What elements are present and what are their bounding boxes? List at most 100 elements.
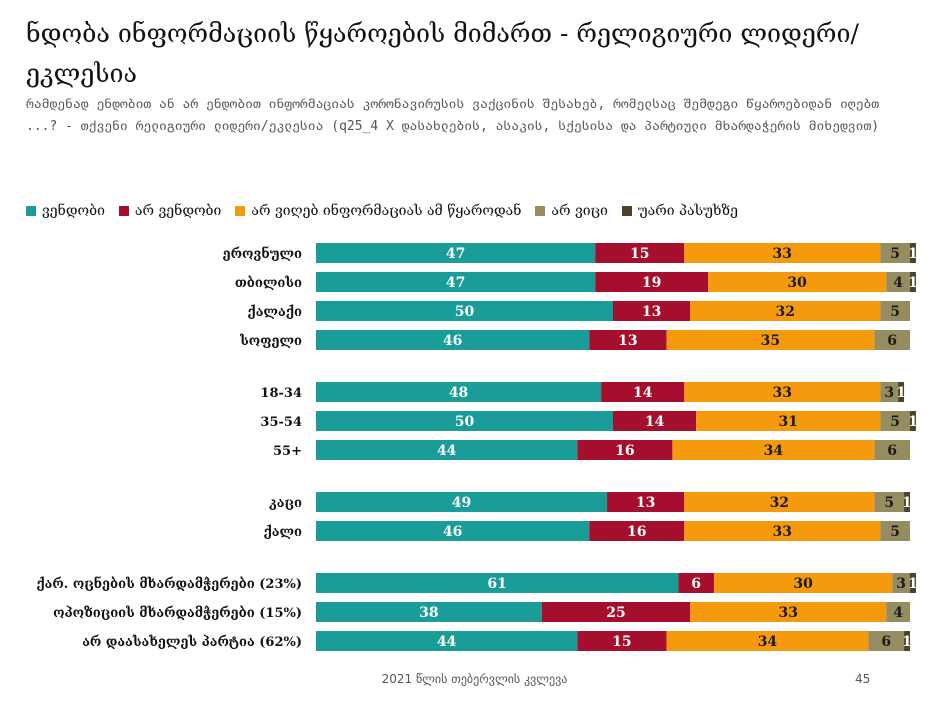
- legend-swatch: [26, 206, 36, 216]
- legend-item: უარი პასუხზე: [621, 203, 738, 219]
- data-label: 19: [642, 275, 661, 291]
- category-label: ქარ. ოცნების მხარდამჭერები (23%): [36, 576, 302, 592]
- page-number: 45: [855, 672, 871, 686]
- bar-segment: [696, 411, 881, 431]
- data-label: 6: [887, 443, 897, 459]
- bar-segment: [316, 492, 608, 512]
- data-label: 44: [437, 443, 457, 459]
- bar-segment: [910, 243, 916, 263]
- bar-segment: [880, 301, 910, 321]
- footer-text: 2021 წლის თებერვლის კვლევა: [381, 672, 568, 686]
- bar-segment: [880, 411, 910, 431]
- category-label: არ დაასახელეს პარტია (62%): [82, 635, 302, 650]
- category-label: 35-54: [260, 415, 302, 430]
- data-label: 3: [884, 385, 894, 401]
- data-label: 1: [896, 385, 906, 401]
- data-label: 13: [636, 495, 655, 511]
- legend-swatch: [535, 206, 546, 216]
- data-label: 50: [455, 414, 475, 430]
- category-label: ქალაქი: [247, 305, 302, 320]
- bar-segment: [613, 301, 691, 321]
- bar-segment: [678, 573, 714, 593]
- bar-segment: [910, 411, 916, 431]
- data-label: 31: [778, 414, 797, 430]
- category-label: 55+: [273, 444, 302, 459]
- bar-segment: [880, 521, 910, 541]
- data-label: 14: [645, 414, 665, 430]
- category-label: ქალი: [263, 525, 302, 540]
- bar-segment: [595, 243, 685, 263]
- data-label: 1: [908, 414, 918, 430]
- bar-segment: [666, 330, 875, 350]
- bar-segment: [316, 440, 578, 460]
- category-label: სოფელი: [239, 334, 302, 349]
- legend-label: არ ვიცი: [551, 203, 608, 219]
- data-label: 13: [618, 333, 637, 349]
- legend-label: უარი პასუხზე: [637, 203, 738, 219]
- bar-segment: [684, 521, 881, 541]
- bar-segment: [904, 631, 910, 651]
- bar-segment: [316, 243, 596, 263]
- data-label: 33: [773, 246, 792, 262]
- data-label: 1: [908, 275, 918, 291]
- data-label: 6: [691, 576, 701, 592]
- data-label: 48: [449, 385, 468, 401]
- legend-label: არ ვენდობი: [134, 203, 222, 219]
- bar-segment: [589, 330, 667, 350]
- data-label: 38: [419, 605, 438, 621]
- data-label: 47: [446, 246, 465, 262]
- bar-segment: [601, 382, 685, 402]
- bar-segment: [613, 411, 697, 431]
- bar-segment: [316, 330, 590, 350]
- bar-segment: [898, 382, 905, 402]
- bar-segment: [874, 330, 910, 350]
- bar-segment: [316, 272, 596, 292]
- bar-segment: [880, 243, 910, 263]
- bar-segment: [316, 521, 590, 541]
- data-label: 16: [615, 443, 634, 459]
- bar-segment: [684, 382, 881, 402]
- legend-swatch: [235, 206, 246, 216]
- data-label: 5: [890, 414, 900, 430]
- bar-segment: [874, 492, 905, 512]
- data-label: 46: [443, 524, 462, 540]
- slide-title: ნდობა ინფორმაციის წყაროების მიმართ - რელ…: [26, 19, 859, 88]
- category-label: ეროვნული: [223, 246, 302, 262]
- legend-label: ვენდობი: [42, 203, 105, 219]
- bar-segment: [316, 573, 679, 593]
- bar-segment: [886, 272, 910, 292]
- bar-segment: [595, 272, 709, 292]
- bar-segment: [541, 602, 691, 622]
- bar-segment: [684, 243, 881, 263]
- category-label: კაცი: [269, 496, 302, 511]
- bar-segment: [666, 631, 869, 651]
- bar-segment: [589, 521, 685, 541]
- data-label: 4: [893, 275, 903, 291]
- legend-item: არ ვიღებ ინფორმაციას ამ წყაროდან: [235, 203, 521, 219]
- data-label: 34: [764, 443, 784, 459]
- bar-segment: [910, 573, 916, 593]
- data-label: 50: [455, 304, 475, 320]
- data-label: 33: [773, 524, 792, 540]
- data-label: 15: [612, 634, 631, 650]
- data-label: 61: [487, 576, 506, 592]
- bar-segment: [316, 631, 578, 651]
- bar-segment: [690, 301, 881, 321]
- data-label: 33: [778, 605, 797, 621]
- bar-segment: [577, 631, 667, 651]
- data-label: 5: [890, 304, 900, 320]
- data-label: 6: [887, 333, 897, 349]
- data-label: 1: [902, 634, 912, 650]
- data-label: 13: [642, 304, 661, 320]
- bar-segment: [316, 301, 613, 321]
- data-label: 49: [452, 495, 471, 511]
- legend-label: არ ვიღებ ინფორმაციას ამ წყაროდან: [251, 203, 522, 219]
- data-label: 35: [761, 333, 780, 349]
- bar-segment: [672, 440, 875, 460]
- data-label: 32: [776, 304, 795, 320]
- legend-item: არ ვენდობი: [118, 203, 222, 219]
- data-label: 1: [902, 495, 912, 511]
- data-label: 1: [908, 576, 918, 592]
- data-label: 30: [793, 576, 813, 592]
